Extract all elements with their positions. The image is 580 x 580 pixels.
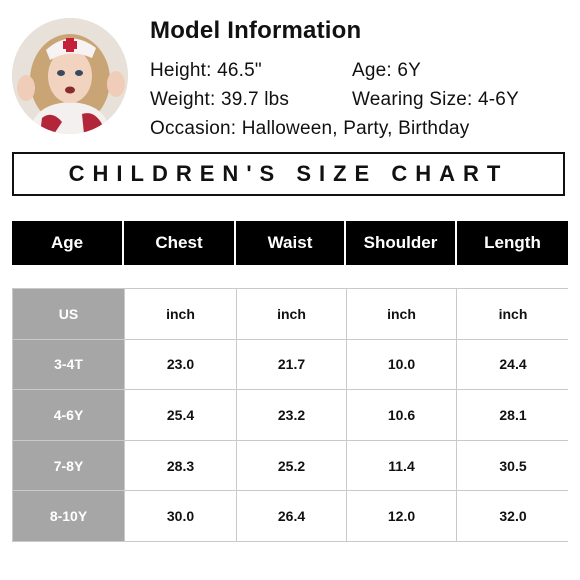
- model-wearing-size: Wearing Size: 4-6Y: [352, 89, 519, 110]
- table-cell: 23.0: [125, 339, 236, 390]
- header-chest: Chest: [124, 221, 234, 265]
- table-cell: 32.0: [457, 491, 569, 541]
- model-age: Age: 6Y: [352, 60, 422, 81]
- row-label: 4-6Y: [13, 390, 124, 440]
- table-cell: 12.0: [347, 491, 456, 541]
- table-cell: 10.0: [347, 339, 456, 390]
- model-photo: [12, 18, 128, 134]
- header-waist: Waist: [236, 221, 344, 265]
- table-cell: 30.0: [125, 491, 236, 541]
- header-length: Length: [457, 221, 568, 265]
- table-cell: 28.1: [457, 390, 569, 440]
- table-cell: inch: [237, 289, 346, 339]
- header-age: Age: [12, 221, 122, 265]
- table-cell: 23.2: [237, 390, 346, 440]
- model-height: Height: 46.5": [150, 60, 262, 81]
- model-occasion: Occasion: Halloween, Party, Birthday: [150, 118, 470, 139]
- header-shoulder: Shoulder: [346, 221, 455, 265]
- row-label: 8-10Y: [13, 491, 124, 541]
- size-table-header: Age Chest Waist Shoulder Length: [12, 221, 568, 265]
- table-cell: inch: [347, 289, 456, 339]
- row-label: US: [13, 289, 124, 339]
- table-cell: 10.6: [347, 390, 456, 440]
- table-cell: 21.7: [237, 339, 346, 390]
- model-weight: Weight: 39.7 lbs: [150, 89, 290, 110]
- table-cell: 24.4: [457, 339, 569, 390]
- size-table: US inch inch inch inch 3-4T 23.0 21.7 10…: [12, 288, 569, 542]
- row-label: 7-8Y: [13, 440, 124, 491]
- model-info-title: Model Information: [150, 17, 362, 44]
- table-cell: 30.5: [457, 440, 569, 491]
- size-chart-title: CHILDREN'S SIZE CHART: [12, 152, 565, 196]
- table-cell: 26.4: [237, 491, 346, 541]
- table-cell: 11.4: [347, 440, 456, 491]
- table-cell: 28.3: [125, 440, 236, 491]
- table-cell: inch: [457, 289, 569, 339]
- table-cell: 25.2: [237, 440, 346, 491]
- table-cell: 25.4: [125, 390, 236, 440]
- table-cell: inch: [125, 289, 236, 339]
- row-label: 3-4T: [13, 339, 124, 390]
